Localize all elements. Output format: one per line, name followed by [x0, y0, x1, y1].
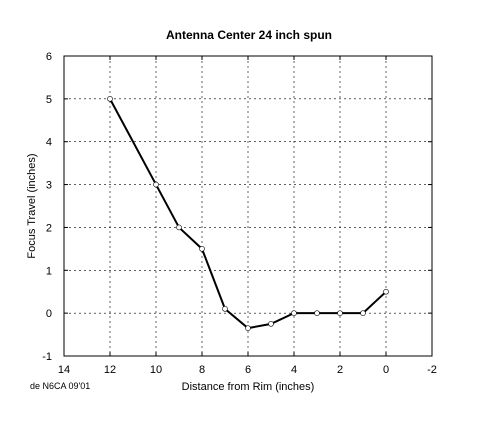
y-tick-label: 5: [46, 94, 52, 106]
y-axis-title: Focus Travel (inches): [26, 153, 38, 258]
chart-title: Antenna Center 24 inch spun: [166, 28, 332, 42]
data-point: [383, 288, 389, 295]
x-tick-label: -2: [427, 364, 437, 376]
x-tick-label: 8: [199, 364, 205, 376]
x-tick-label: 12: [104, 364, 116, 376]
credit-annotation: de N6CA 09'01: [30, 381, 90, 391]
y-tick-label: 4: [46, 137, 52, 149]
axis-ticks: [63, 55, 433, 357]
x-tick-label: 10: [150, 364, 162, 376]
series: [107, 96, 389, 331]
data-point: [245, 325, 251, 331]
data-point: [360, 310, 366, 316]
y-tick-label: 3: [46, 180, 52, 192]
x-axis-tick-labels: 14 12 10 8 6 4 2 0 -2: [58, 364, 437, 376]
grid: [64, 56, 432, 356]
x-tick-label: 14: [58, 364, 70, 376]
x-tick-label: 0: [383, 364, 389, 376]
data-point: [176, 224, 182, 231]
y-tick-label: -1: [42, 351, 52, 363]
series-line: [109, 98, 387, 330]
y-tick-label: 1: [46, 265, 52, 277]
data-point: [199, 246, 205, 252]
y-tick-label: 6: [46, 51, 52, 63]
y-axis-tick-labels: -1 0 1 2 3 4 5 6: [42, 51, 52, 363]
x-axis-title: Distance from Rim (inches): [182, 381, 315, 393]
x-tick-label: 6: [245, 364, 251, 376]
x-tick-label: 4: [291, 364, 297, 376]
y-tick-label: 2: [46, 222, 52, 234]
data-point: [337, 310, 343, 316]
data-point: [222, 306, 228, 312]
data-point: [291, 310, 297, 316]
data-point: [268, 321, 274, 327]
y-tick-label: 0: [46, 308, 52, 320]
x-tick-label: 2: [337, 364, 343, 376]
data-point: [314, 310, 320, 316]
data-point: [107, 96, 113, 102]
data-point: [153, 181, 159, 188]
